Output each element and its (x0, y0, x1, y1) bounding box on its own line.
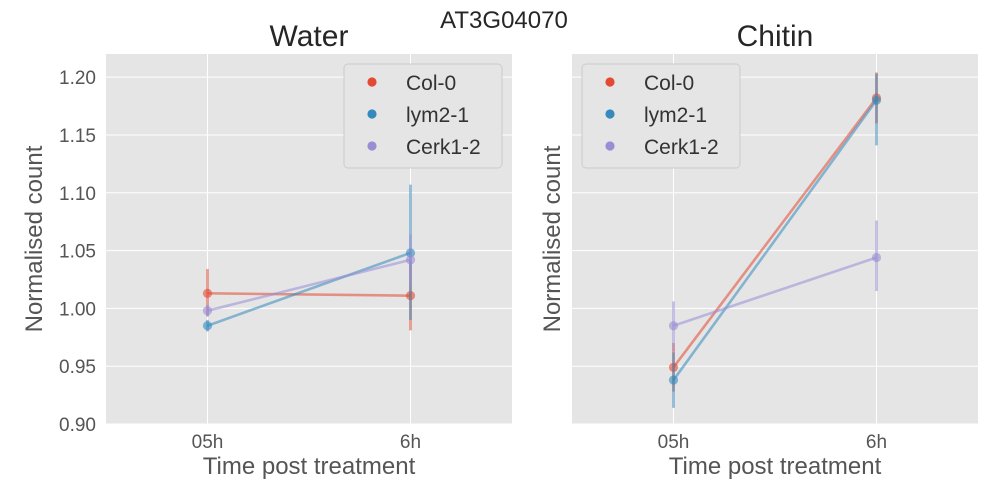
data-point-cerk1-2 (202, 306, 213, 316)
legend-box (343, 63, 503, 169)
legend: Col-0 lym2-1 Cerk1-2 (343, 63, 503, 169)
x-tick-label: 6h (866, 432, 887, 453)
data-point-lym2-1 (668, 375, 679, 385)
y-tick-label: 0.90 (59, 415, 96, 436)
legend-marker (367, 77, 377, 87)
series-line-cerk1-2 (673, 256, 877, 327)
data-point-cerk1-2 (871, 252, 882, 263)
legend-label: Col-0 (644, 72, 694, 95)
y-tick-label: 1.15 (59, 126, 96, 147)
legend-box (581, 63, 741, 169)
legend-marker (605, 109, 615, 119)
y-tick-label: 1.00 (59, 299, 96, 320)
panel-title: Water (270, 20, 349, 53)
legend-label: Cerk1-2 (644, 136, 719, 159)
y-axis-label: Normalised count (539, 145, 566, 332)
x-axis-label: Time post treatment (669, 453, 882, 480)
legend-label: lym2-1 (644, 104, 707, 127)
water-panel: Water 05h 6h 0.90 0.95 1.00 1.05 1.10 1.15 1.20 Ti… (21, 20, 512, 480)
legend-label: lym2-1 (406, 104, 469, 127)
data-point-lym2-1 (202, 321, 213, 331)
series-line-col-0 (207, 292, 411, 297)
y-tick-label: 0.95 (59, 357, 96, 378)
legend-marker (367, 141, 377, 151)
panel-title: Chitin (737, 20, 814, 53)
series-line-col-0 (672, 97, 878, 369)
legend: Col-0 lym2-1 Cerk1-2 (581, 63, 741, 169)
y-tick-label: 1.05 (59, 242, 96, 263)
legend-marker (367, 109, 377, 119)
y-tick-label: 1.10 (59, 184, 96, 205)
x-axis-label: Time post treatment (203, 453, 416, 480)
series-line-lym2-1 (672, 99, 878, 381)
legend-label: Cerk1-2 (406, 136, 481, 159)
data-point-cerk1-2 (668, 321, 679, 331)
data-point-cerk1-2 (405, 255, 416, 265)
y-tick-label: 1.20 (59, 68, 96, 89)
data-point-col-0 (202, 288, 213, 298)
series-line-cerk1-2 (207, 258, 411, 312)
legend-marker (605, 141, 615, 151)
figure-title: AT3G04070 (440, 7, 568, 34)
series-line-lym2-1 (207, 251, 411, 327)
legend-marker (605, 77, 615, 87)
x-tick-label: 05h (192, 432, 224, 453)
x-tick-label: 05h (658, 432, 690, 453)
data-point-lym2-1 (871, 95, 882, 105)
y-axis-label: Normalised count (21, 145, 48, 332)
legend-label: Col-0 (406, 72, 456, 95)
x-tick-label: 6h (400, 432, 421, 453)
